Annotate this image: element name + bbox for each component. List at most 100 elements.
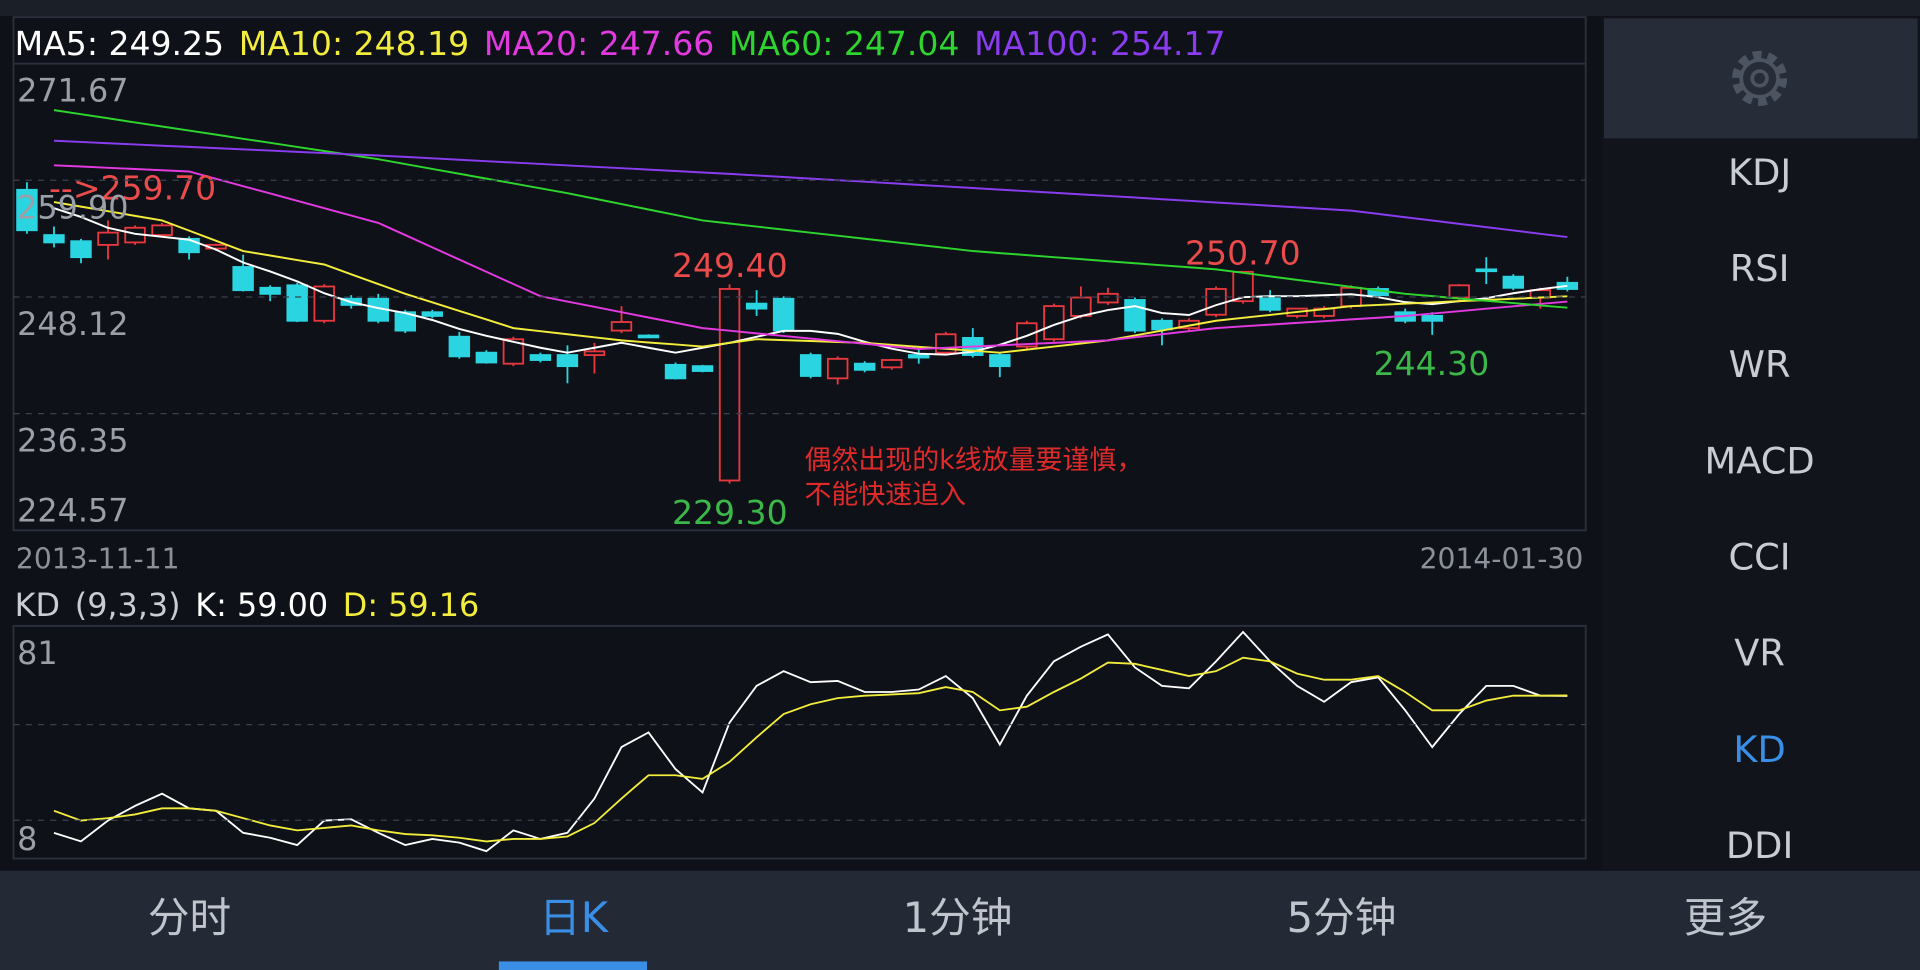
low-label: 229.30 (672, 493, 788, 532)
high-label: 250.70 (1185, 234, 1301, 273)
legend-entry: MA60: 247.04 (729, 24, 959, 63)
candle-body (1259, 295, 1281, 311)
indicator-line (53, 201, 1568, 354)
indicator-line (53, 139, 1568, 239)
price-plot (16, 109, 1579, 484)
candle-body (989, 354, 1011, 368)
indicator-option[interactable]: KD (1733, 728, 1785, 771)
tab[interactable]: 分时 (148, 893, 231, 942)
indicator-option[interactable]: VR (1734, 632, 1785, 675)
candle-body (1475, 268, 1497, 273)
kd-plot (53, 630, 1568, 853)
tabs: 分时 日K 1分钟 5分钟 更多 (148, 893, 1767, 970)
sidebar-bg (1601, 17, 1920, 870)
legend-entry: KD (15, 586, 60, 624)
candle-body (691, 365, 714, 372)
start-date: 2013-11-11 (16, 542, 180, 575)
y-tick-label: 236.35 (17, 422, 128, 460)
note-line: 不能快速追入 (804, 479, 966, 510)
tab-indicator (498, 961, 648, 970)
candle-body (826, 357, 849, 380)
candle-body (232, 266, 254, 292)
candle-body (313, 285, 335, 322)
indicator-option[interactable]: RSI (1730, 247, 1790, 290)
candle-body (799, 354, 822, 377)
y-tick-label: 224.57 (17, 492, 128, 530)
candle-body (664, 363, 687, 380)
price-frame (12, 16, 1587, 532)
y-tick-label: 81 (17, 634, 58, 672)
candle-body (772, 297, 795, 332)
indicator-option[interactable]: DDI (1726, 824, 1793, 867)
tab-bar (0, 870, 1920, 970)
y-tick-label: 271.67 (17, 72, 128, 110)
end-date: 2014-01-30 (1420, 542, 1584, 575)
candle-body (1070, 296, 1092, 317)
indicator-line (53, 109, 1568, 309)
tab[interactable]: 5分钟 (1287, 893, 1397, 942)
candle-body (1448, 284, 1470, 299)
candle-body (908, 354, 930, 359)
legend-entry: MA5: 249.25 (15, 24, 224, 63)
legend-entry: D: 59.16 (343, 586, 479, 624)
y-tick-label: 8 (17, 820, 37, 858)
candle-body (583, 350, 606, 356)
legend-entry: MA10: 248.19 (239, 24, 469, 63)
candle-body (448, 335, 471, 358)
legend-entry: (9,3,3) (75, 586, 181, 624)
candle-body (1151, 319, 1173, 331)
candle-body (1124, 299, 1146, 332)
indicator-line (53, 164, 1568, 350)
candle-body (529, 354, 552, 361)
legend-entry: MA20: 247.66 (484, 24, 714, 63)
indicator-option[interactable]: KDJ (1728, 151, 1791, 194)
candle-body (556, 354, 579, 368)
note-line: 偶然出现的k线放量要谨慎， (804, 445, 1143, 476)
low-label: 244.30 (1374, 344, 1490, 383)
candle-body (97, 231, 119, 246)
candle-body (637, 334, 660, 339)
settings-button[interactable] (1604, 18, 1918, 139)
candle-body (610, 321, 633, 332)
candle-body (718, 288, 741, 482)
indicator-option[interactable]: WR (1729, 343, 1791, 386)
candle-body (853, 362, 876, 371)
candle-body (421, 311, 444, 317)
indicator-line (53, 207, 1568, 356)
kd-frame (12, 624, 1587, 860)
candle-body (475, 351, 498, 364)
candle-body (881, 359, 903, 369)
tab[interactable]: 更多 (1684, 893, 1767, 942)
indicator-option[interactable]: CCI (1729, 536, 1791, 579)
gear-hub (1750, 69, 1769, 88)
y-tick-label: 248.12 (17, 305, 128, 343)
y-tick-label: 259.90 (17, 188, 128, 226)
indicator-option[interactable]: MACD (1705, 439, 1815, 482)
candle-body (502, 338, 525, 365)
candle-body (259, 286, 281, 295)
candle-body (151, 224, 173, 236)
candle-body (43, 234, 65, 244)
indicator-line (53, 656, 1568, 843)
high-marker: -->259.70 (49, 169, 216, 208)
legend-entry: MA100: 254.17 (974, 24, 1225, 63)
tab[interactable]: 日K (539, 893, 610, 942)
tab[interactable]: 1分钟 (903, 893, 1013, 942)
candle-body (70, 240, 92, 259)
candle-body (745, 302, 768, 310)
labels: -->259.70 249.40 229.30 250.70 244.30 偶然… (13, 24, 1586, 858)
candle-body (1502, 275, 1525, 289)
candle-body (286, 284, 308, 322)
status-strip (0, 0, 1920, 16)
indicator-list: KDJ RSI WR MACD CCI VR KD DDI (1705, 151, 1815, 867)
candle-body (1205, 288, 1227, 316)
gear-ring (1739, 58, 1780, 99)
candle-body (178, 237, 200, 254)
sidebar: KDJ RSI WR MACD CCI VR KD DDI (1601, 17, 1920, 870)
legend-entry: K: 59.00 (195, 586, 328, 624)
candle-body (1097, 292, 1119, 304)
indicator-line (53, 630, 1568, 853)
